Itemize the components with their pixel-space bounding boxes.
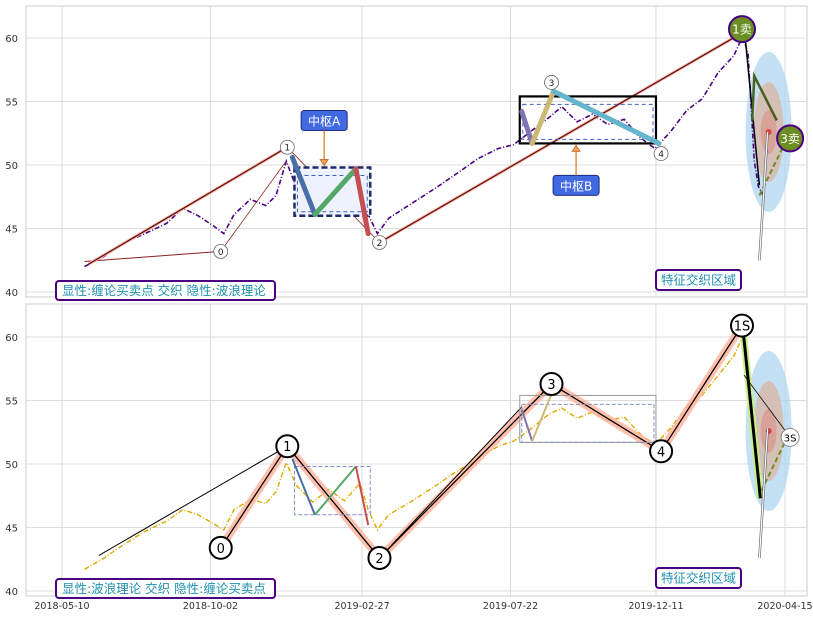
pointer-arrow-inner	[758, 131, 769, 261]
wave-point-marker	[372, 235, 387, 250]
plot-area	[25, 303, 808, 597]
trend-line	[84, 250, 221, 262]
zhongshu-arrowhead	[571, 144, 581, 152]
wave-point-label: 2	[377, 239, 383, 249]
y-tick-label: 55	[5, 98, 18, 109]
region-label-box	[655, 269, 742, 291]
zhongshu-label: 中枢A	[308, 114, 341, 129]
price-series	[84, 33, 765, 268]
y-tick-label: 60	[5, 333, 18, 344]
decline-zigzag	[750, 71, 778, 122]
trade-point-marker	[727, 15, 756, 44]
wave-point-label: 0	[218, 248, 224, 258]
y-tick-label: 45	[5, 524, 18, 535]
wave-point-label: 1S	[734, 320, 751, 335]
wave-point-label: 3	[549, 79, 555, 89]
caption-text: 显性:缠论买卖点 交织 隐性:波浪理论	[62, 283, 266, 298]
decline-line	[741, 329, 762, 499]
wave-point-label: 1	[283, 440, 291, 455]
sub-wave	[551, 88, 662, 146]
x-tick-label: 2019-07-22	[483, 601, 538, 612]
wave-point-label: 0	[217, 542, 225, 557]
pointer-arrow-inner	[758, 428, 769, 559]
trend-line	[98, 445, 288, 556]
wave-point-label: 3S	[784, 433, 797, 444]
region-label: 特征交织区域	[661, 273, 736, 288]
wave-point-marker	[653, 146, 669, 161]
wave-point-marker	[729, 313, 754, 338]
sub-wave	[354, 466, 370, 526]
sub-wave	[312, 166, 359, 217]
caption-text: 显性:波浪理论 交织 隐性:缠论买卖点	[62, 581, 266, 596]
caption-box	[55, 280, 276, 301]
wave-point-marker	[367, 545, 392, 570]
trend-line	[88, 146, 288, 265]
y-tick-label: 60	[5, 34, 18, 45]
y-tick-label: 50	[5, 161, 18, 172]
plot-area	[25, 5, 808, 298]
sub-wave	[289, 154, 318, 217]
wave-point-marker	[780, 427, 800, 447]
trend-line	[379, 33, 741, 244]
zhongshu-box	[518, 95, 658, 145]
region-label: 特征交织区域	[661, 571, 736, 586]
sub-wave	[529, 88, 557, 146]
trade-point-label: 1卖	[732, 23, 752, 37]
wave-point-label: 1	[284, 144, 290, 154]
x-tick-label: 2018-10-02	[183, 601, 238, 612]
x-tick-label: 2018-05-10	[34, 601, 89, 612]
wave-point-marker	[649, 439, 674, 464]
wave-point-marker	[539, 371, 564, 396]
caption-box	[55, 578, 276, 599]
x-tick-label: 2019-02-27	[334, 601, 389, 612]
sub-wave	[314, 465, 357, 516]
sub-wave	[519, 109, 535, 146]
wave-point-marker	[544, 75, 559, 90]
decline-line-thin	[743, 374, 791, 438]
y-tick-label: 40	[5, 288, 18, 299]
wave-point-marker	[213, 243, 229, 259]
zhongshu-inner-box	[522, 103, 654, 140]
wave-point-marker	[279, 139, 295, 155]
wave-point-label: 3	[547, 378, 555, 393]
sub-wave	[531, 388, 555, 442]
trade-point-marker	[776, 124, 805, 153]
wave-point-marker	[208, 535, 233, 560]
wave-line	[220, 325, 743, 559]
projection-line	[760, 439, 787, 492]
y-tick-label: 45	[5, 225, 18, 236]
sub-wave	[291, 458, 316, 516]
x-tick-label: 2020-04-15	[757, 601, 812, 612]
trend-line	[379, 406, 523, 559]
x-tick-label: 2019-12-11	[628, 601, 683, 612]
wave-point-label: 2	[375, 552, 383, 567]
sub-wave	[520, 409, 534, 442]
y-tick-label: 40	[5, 587, 18, 598]
trade-point-label: 3卖	[780, 132, 800, 146]
wave-point-label: 4	[658, 150, 664, 160]
zhongshu-box	[293, 466, 371, 516]
panel-bottom: 40 45 50 55 60 0 1 2 3 4 1S 3S 2018-05-10 2018-10-02 2…	[5, 303, 813, 612]
zhongshu-inner-box	[296, 175, 368, 213]
zhongshu-inner-box	[521, 403, 655, 443]
region-label-box	[655, 567, 742, 589]
wave-point-label: 4	[657, 445, 665, 460]
zhongshu-arrowhead	[319, 159, 329, 167]
trend-line	[220, 162, 286, 252]
wave-point-marker	[275, 434, 300, 459]
y-tick-label: 50	[5, 460, 18, 471]
y-tick-label: 55	[5, 397, 18, 408]
zhongshu-label: 中枢B	[560, 178, 592, 193]
sub-wave	[353, 166, 371, 237]
